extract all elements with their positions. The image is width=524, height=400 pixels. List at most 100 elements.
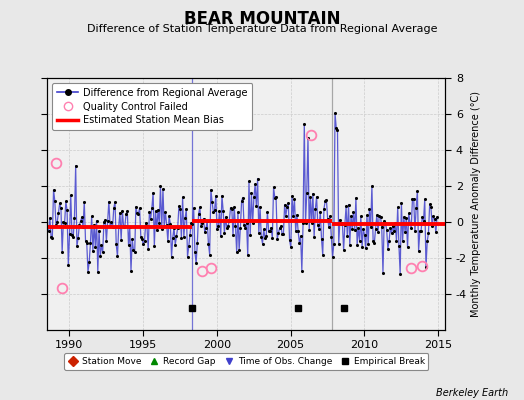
Point bbox=[139, 241, 147, 248]
Point bbox=[88, 213, 96, 220]
Point bbox=[273, 236, 281, 242]
Point bbox=[58, 248, 67, 255]
Point bbox=[384, 246, 392, 252]
Point bbox=[373, 212, 381, 218]
Point bbox=[412, 204, 420, 211]
Point bbox=[95, 228, 103, 234]
Point bbox=[406, 220, 414, 226]
Point bbox=[79, 224, 87, 230]
Point bbox=[358, 244, 366, 250]
Point bbox=[392, 238, 401, 244]
Point bbox=[70, 215, 79, 221]
Point bbox=[385, 238, 394, 244]
Point bbox=[173, 224, 182, 231]
Point bbox=[391, 220, 399, 226]
Point bbox=[218, 192, 226, 199]
Point bbox=[416, 228, 424, 234]
Point bbox=[225, 218, 234, 224]
Point bbox=[161, 209, 170, 215]
Point bbox=[414, 248, 423, 254]
Point bbox=[347, 213, 355, 219]
Point bbox=[417, 228, 425, 234]
Point bbox=[100, 218, 108, 225]
Point bbox=[284, 200, 292, 206]
Point bbox=[138, 236, 146, 242]
Point bbox=[428, 223, 436, 230]
Point bbox=[237, 198, 246, 204]
Point bbox=[240, 222, 248, 228]
Point bbox=[244, 252, 252, 259]
Point bbox=[73, 243, 81, 250]
Point bbox=[348, 226, 356, 232]
Point bbox=[110, 205, 118, 211]
Point bbox=[353, 241, 362, 248]
Point bbox=[224, 222, 232, 229]
Point bbox=[149, 189, 157, 196]
Point bbox=[113, 253, 122, 260]
Point bbox=[383, 226, 391, 233]
Point bbox=[320, 206, 328, 212]
Point bbox=[365, 206, 374, 212]
Point bbox=[259, 226, 268, 233]
Point bbox=[197, 222, 205, 229]
Point bbox=[194, 211, 203, 217]
Point bbox=[115, 224, 123, 230]
Point bbox=[267, 224, 275, 231]
Point bbox=[67, 192, 75, 199]
Point bbox=[282, 212, 290, 219]
Point bbox=[341, 222, 349, 228]
Point bbox=[362, 245, 370, 251]
Point bbox=[363, 212, 371, 218]
Point bbox=[52, 222, 60, 228]
Point bbox=[190, 205, 198, 211]
Point bbox=[234, 209, 242, 216]
Point bbox=[338, 220, 346, 226]
Point bbox=[116, 210, 124, 216]
Point bbox=[272, 193, 280, 200]
Point bbox=[429, 213, 438, 220]
Point bbox=[101, 217, 110, 223]
Point bbox=[64, 262, 72, 268]
Point bbox=[48, 234, 57, 241]
Text: Berkeley Earth: Berkeley Earth bbox=[436, 388, 508, 398]
Point bbox=[195, 204, 204, 210]
Point bbox=[418, 214, 427, 220]
Point bbox=[361, 232, 369, 238]
Point bbox=[403, 244, 412, 251]
Point bbox=[90, 222, 99, 228]
Point bbox=[46, 215, 54, 221]
Point bbox=[209, 209, 217, 215]
Point bbox=[400, 214, 408, 220]
Point bbox=[346, 242, 354, 248]
Point bbox=[83, 240, 91, 246]
Point bbox=[112, 241, 121, 248]
Point bbox=[394, 204, 402, 210]
Point bbox=[134, 211, 143, 217]
Point bbox=[181, 215, 189, 222]
Point bbox=[206, 186, 215, 193]
Point bbox=[375, 212, 384, 219]
Point bbox=[222, 214, 230, 220]
Point bbox=[408, 196, 417, 202]
Point bbox=[84, 269, 92, 275]
Point bbox=[323, 216, 332, 222]
Point bbox=[127, 267, 135, 274]
Point bbox=[390, 228, 398, 234]
Point bbox=[133, 210, 141, 216]
Point bbox=[191, 248, 199, 255]
Point bbox=[297, 233, 305, 239]
Point bbox=[295, 240, 303, 246]
Point bbox=[279, 231, 288, 238]
Point bbox=[214, 223, 223, 230]
Point bbox=[49, 187, 58, 193]
Point bbox=[159, 186, 167, 192]
Point bbox=[300, 121, 309, 127]
Point bbox=[251, 181, 259, 188]
Point bbox=[144, 246, 152, 252]
Point bbox=[174, 203, 183, 210]
Point bbox=[304, 134, 312, 141]
Point bbox=[364, 241, 373, 248]
Point bbox=[432, 229, 440, 236]
Point bbox=[333, 127, 342, 133]
Point bbox=[167, 254, 176, 260]
